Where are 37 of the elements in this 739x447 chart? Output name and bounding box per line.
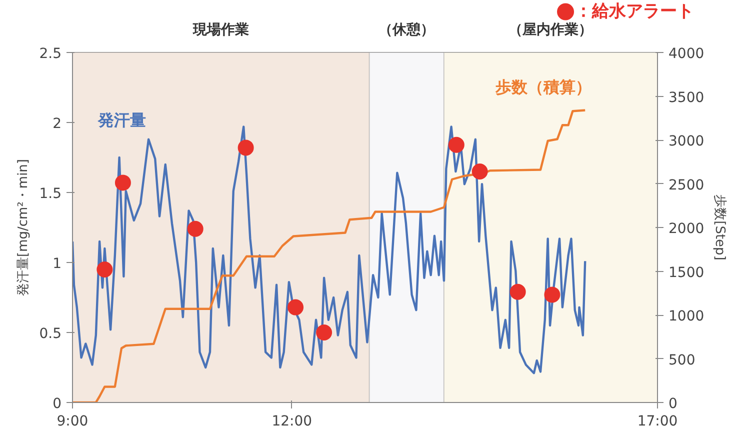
point (472, 164, 488, 180)
y2-tick-label: 3500 (668, 90, 704, 106)
point (316, 324, 332, 340)
point (238, 140, 254, 156)
y2-tick-label: 2000 (668, 221, 704, 237)
point (510, 284, 526, 300)
band-label: 現場作業 (192, 22, 249, 38)
y-tick-label: 1 (52, 256, 62, 272)
y2-tick-label: 2500 (668, 177, 704, 194)
series-label: 発汗量 (97, 110, 146, 130)
x-tick-label: 9:00 (56, 414, 88, 430)
y2-tick-label: 3000 (668, 134, 704, 150)
y2-tick-label: 1000 (668, 308, 704, 324)
y2-tick-label: 500 (668, 352, 696, 368)
point (288, 299, 304, 316)
y-tick-label: 2 (52, 116, 62, 132)
series-label: 歩数（積算） (494, 77, 592, 96)
point (114, 174, 131, 191)
y-tick-label: 0.5 (39, 326, 62, 342)
y-axis-title: 発汗量[mg/cm²・min] (16, 159, 32, 296)
point (448, 136, 464, 153)
y-tick-label: 2.5 (39, 46, 62, 62)
point (544, 286, 560, 303)
x-tick-label: 17:00 (637, 414, 678, 430)
band-label: （屋内作業） (508, 22, 593, 38)
x-tick-label: 12:00 (272, 414, 312, 430)
band-label: （休憩） (378, 22, 435, 38)
legend-label: ：給水アラート (574, 2, 694, 22)
point (96, 262, 113, 278)
y-tick-label: 1.5 (39, 186, 62, 202)
y2-axis-title: 歩数[Step] (712, 194, 728, 260)
y2-tick-label: 4000 (668, 46, 704, 62)
y-tick-label: 0 (52, 396, 62, 412)
y2-tick-label: 1500 (668, 264, 704, 281)
point (187, 220, 204, 237)
line-series (72, 109, 586, 402)
y2-tick-label: 0 (668, 396, 678, 412)
